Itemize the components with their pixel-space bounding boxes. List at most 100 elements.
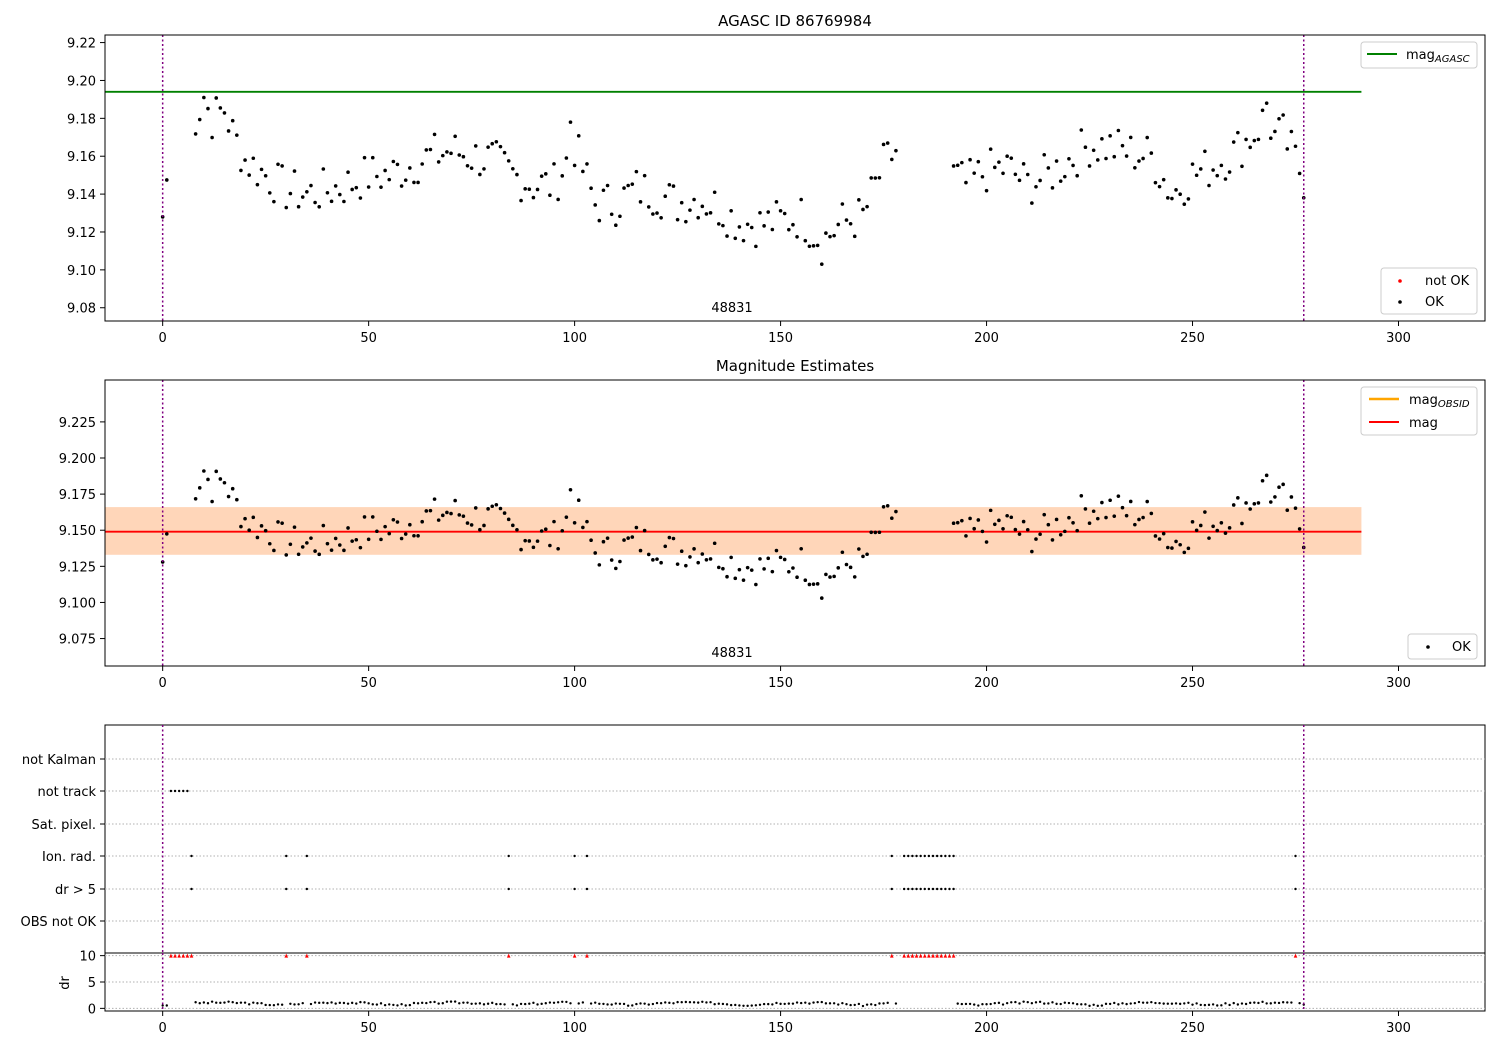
data-point xyxy=(873,176,878,180)
x-tick-label: 300 xyxy=(1386,331,1411,346)
data-point xyxy=(259,524,264,528)
x-tick-label: 0 xyxy=(159,676,167,691)
data-point xyxy=(1083,507,1088,511)
data-point xyxy=(523,187,527,191)
data-point xyxy=(881,505,886,509)
data-point xyxy=(1153,534,1158,538)
data-point xyxy=(350,539,354,543)
data-point xyxy=(1240,164,1244,169)
data-point xyxy=(861,554,865,559)
data-point xyxy=(531,545,536,550)
data-point xyxy=(1021,519,1026,524)
flag-point xyxy=(907,887,910,891)
data-point xyxy=(1157,184,1162,189)
data-point xyxy=(1050,186,1055,190)
dr-point xyxy=(882,1002,885,1005)
dr-point xyxy=(293,1003,296,1006)
data-point xyxy=(1116,494,1121,498)
data-point xyxy=(1182,202,1187,207)
dr-point xyxy=(462,1001,465,1004)
dr-point xyxy=(1034,1001,1038,1004)
dr-point xyxy=(746,1004,749,1008)
flag-point xyxy=(915,887,918,891)
dr-point xyxy=(297,1003,300,1006)
data-point xyxy=(671,536,676,541)
data-point xyxy=(984,540,989,544)
data-point xyxy=(1281,482,1285,487)
data-point xyxy=(1001,171,1005,176)
dr-point xyxy=(804,1001,807,1004)
x-tick-label: 50 xyxy=(360,676,377,691)
flag-point xyxy=(911,854,914,858)
dr-point xyxy=(1269,1002,1272,1005)
data-point xyxy=(1252,138,1257,143)
data-point xyxy=(210,499,214,504)
data-point xyxy=(807,244,812,249)
data-point xyxy=(877,530,882,535)
dr-point xyxy=(1257,1001,1260,1005)
data-point xyxy=(659,560,663,565)
flag-category-label: not track xyxy=(37,785,96,800)
data-point xyxy=(1256,501,1261,505)
dr-point xyxy=(618,1002,622,1005)
data-point xyxy=(576,498,581,503)
flag-point xyxy=(902,887,906,891)
dr-point xyxy=(383,1003,387,1007)
dr-point xyxy=(301,1001,304,1005)
data-point xyxy=(387,177,392,182)
flag-point xyxy=(935,887,939,891)
data-point xyxy=(716,222,721,226)
dr-point xyxy=(1224,1002,1227,1005)
dr-point xyxy=(577,1002,580,1005)
data-point xyxy=(338,192,342,197)
data-point xyxy=(1054,159,1059,163)
data-point xyxy=(1264,473,1269,478)
data-point xyxy=(1112,154,1117,159)
data-point xyxy=(1244,501,1248,505)
data-point xyxy=(436,518,441,522)
dr-point xyxy=(799,1001,803,1005)
data-point xyxy=(836,222,841,227)
data-point xyxy=(1149,511,1154,516)
dr-point xyxy=(705,1001,708,1004)
data-point xyxy=(321,523,326,528)
data-point xyxy=(317,205,322,209)
data-point xyxy=(992,165,997,170)
legend-label-mag-red: mag xyxy=(1409,416,1438,431)
data-point xyxy=(955,520,960,525)
legend-marker-not-ok xyxy=(1398,279,1402,283)
data-point xyxy=(370,155,375,160)
data-point xyxy=(300,195,305,199)
data-point xyxy=(1293,144,1298,149)
dr-point xyxy=(495,1002,498,1006)
dr-point xyxy=(841,1001,844,1005)
x-tick-label: 250 xyxy=(1180,331,1205,346)
data-point xyxy=(708,557,713,561)
dr-point xyxy=(260,1002,263,1005)
data-point xyxy=(626,183,630,188)
dr-point xyxy=(993,1001,996,1005)
dr-clipped-marker xyxy=(943,953,948,958)
dr-point xyxy=(1100,1004,1104,1007)
y-tick-label: 9.100 xyxy=(59,596,96,611)
data-point xyxy=(1013,527,1018,532)
dr-point xyxy=(165,1004,168,1007)
dr-point xyxy=(717,1002,720,1005)
y-tick-label: 9.12 xyxy=(67,226,96,241)
flag-point xyxy=(182,789,185,793)
x-tick-label: 250 xyxy=(1180,1021,1205,1036)
dr-point xyxy=(812,1001,815,1004)
dr-point xyxy=(956,1002,959,1005)
dr-point xyxy=(363,1001,366,1004)
dr-point xyxy=(680,1001,683,1004)
flag-point xyxy=(507,887,510,891)
data-point xyxy=(300,545,305,549)
data-point xyxy=(844,562,849,567)
data-point xyxy=(1104,515,1108,520)
magnitude-legend-lower: OK xyxy=(1407,633,1478,660)
data-point xyxy=(1083,145,1088,150)
data-point xyxy=(832,233,836,238)
data-point xyxy=(997,160,1001,164)
legend-marker-ok xyxy=(1398,300,1402,304)
data-point xyxy=(1273,129,1277,134)
